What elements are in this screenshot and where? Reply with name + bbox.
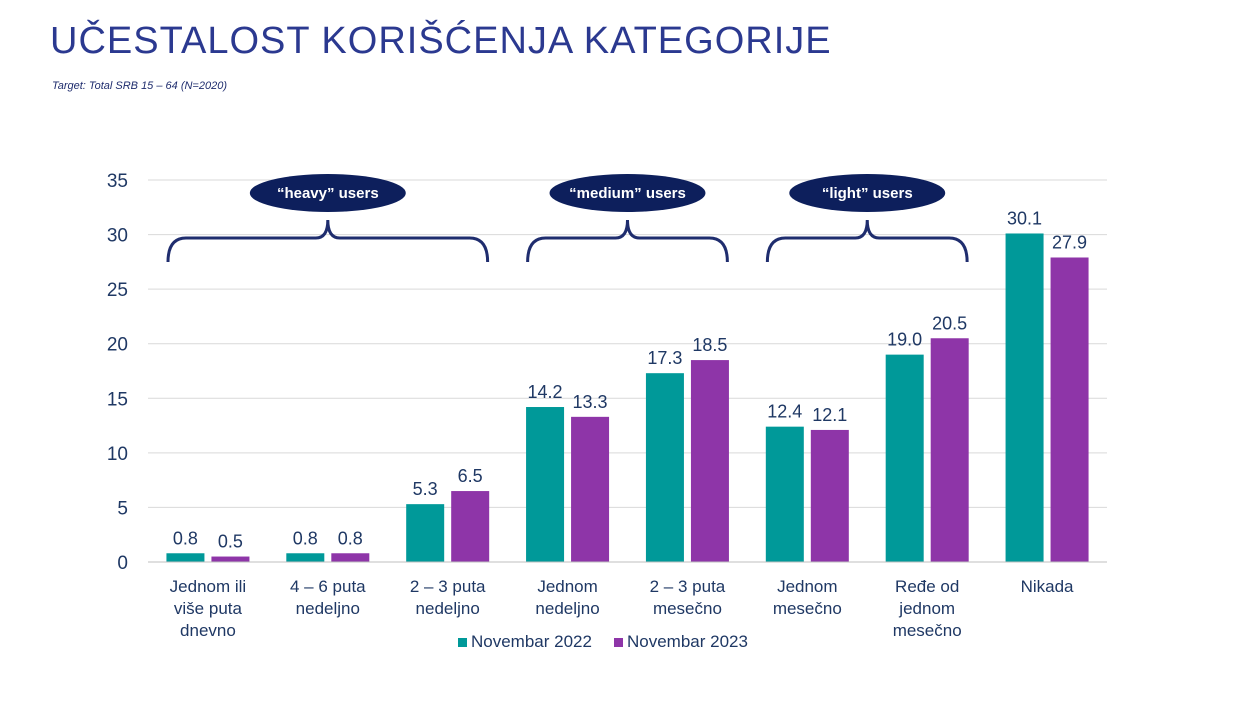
bar-2022 [286, 553, 325, 562]
group-oval [789, 174, 946, 212]
x-tick-label: nedeljno [296, 599, 360, 618]
bar-2023 [451, 491, 490, 562]
group-label: “medium” users [569, 185, 686, 202]
bar-2022 [1005, 233, 1044, 563]
data-label: 6.5 [458, 466, 483, 486]
bar-2023 [331, 553, 370, 562]
y-tick-label: 5 [117, 498, 128, 519]
data-label: 27.9 [1052, 232, 1087, 252]
x-tick-label: Nikada [1021, 577, 1074, 596]
y-tick-label: 35 [107, 171, 128, 192]
x-tick-label: nedeljno [416, 599, 480, 618]
data-label: 12.4 [767, 402, 802, 422]
y-tick-label: 0 [117, 553, 128, 574]
group-oval [249, 174, 406, 212]
data-label: 13.3 [573, 392, 608, 412]
y-tick-label: 10 [107, 444, 128, 465]
x-tick-label: mesečno [653, 599, 722, 618]
bar-2022 [885, 354, 924, 562]
legend-item-2023: Novembar 2023 [613, 632, 748, 652]
data-label: 0.8 [173, 528, 198, 548]
x-tick-label: mesečno [773, 599, 842, 618]
x-tick-label: dnevno [180, 621, 236, 640]
data-label: 30.1 [1007, 208, 1042, 228]
data-label: 20.5 [932, 313, 967, 333]
bar-2023 [690, 360, 729, 562]
x-tick-label: Jednom [777, 577, 837, 596]
x-tick-label: 2 – 3 puta [650, 577, 726, 596]
legend-label-2022: Novembar 2022 [471, 632, 592, 651]
x-tick-label: jednom [898, 599, 955, 618]
bar-2022 [765, 426, 804, 562]
y-tick-label: 20 [107, 335, 128, 356]
chart-legend: Novembar 2022 Novembar 2023 [458, 632, 748, 652]
legend-swatch-2022 [458, 637, 467, 647]
y-tick-label: 25 [107, 280, 128, 301]
x-tick-label: 4 – 6 puta [290, 577, 366, 596]
bar-2023 [571, 416, 610, 562]
data-label: 19.0 [887, 330, 922, 350]
data-label: 14.2 [528, 382, 563, 402]
group-brace [765, 219, 969, 263]
data-label: 0.8 [293, 528, 318, 548]
data-label: 0.8 [338, 528, 363, 548]
data-label: 18.5 [692, 335, 727, 355]
bar-2023 [211, 556, 250, 562]
group-brace [526, 219, 729, 263]
legend-swatch-2023 [613, 637, 623, 647]
x-tick-label: više puta [174, 599, 243, 618]
x-tick-label: Jednom [537, 577, 597, 596]
data-label: 17.3 [647, 348, 682, 368]
data-label: 5.3 [413, 479, 438, 499]
group-label: “light” users [822, 185, 913, 202]
data-label: 12.1 [812, 405, 847, 425]
x-tick-label: mesečno [893, 621, 962, 640]
x-tick-label: 2 – 3 puta [410, 577, 486, 596]
page-subtitle: Target: Total SRB 15 – 64 (N=2020) [52, 80, 227, 92]
data-label: 0.5 [218, 532, 243, 552]
y-tick-label: 15 [107, 389, 128, 410]
y-tick-label: 30 [107, 226, 128, 247]
bar-2023 [810, 429, 849, 562]
group-label: “heavy” users [277, 185, 379, 202]
x-tick-label: nedeljno [535, 599, 599, 618]
page-title: UČESTALOST KORIŠĆENJA KATEGORIJE [50, 20, 832, 62]
bar-2022 [406, 504, 445, 562]
legend-item-2022: Novembar 2022 [458, 632, 592, 652]
bar-2022 [645, 373, 684, 562]
bar-2022 [166, 553, 205, 562]
x-tick-label: Ređe od [895, 577, 959, 596]
legend-label-2023: Novembar 2023 [626, 632, 748, 651]
bar-2023 [1050, 257, 1089, 562]
bar-2022 [526, 407, 565, 562]
group-oval [549, 174, 706, 212]
bar-2023 [930, 338, 969, 562]
x-tick-label: Jednom ili [170, 577, 247, 596]
group-brace [166, 219, 490, 263]
